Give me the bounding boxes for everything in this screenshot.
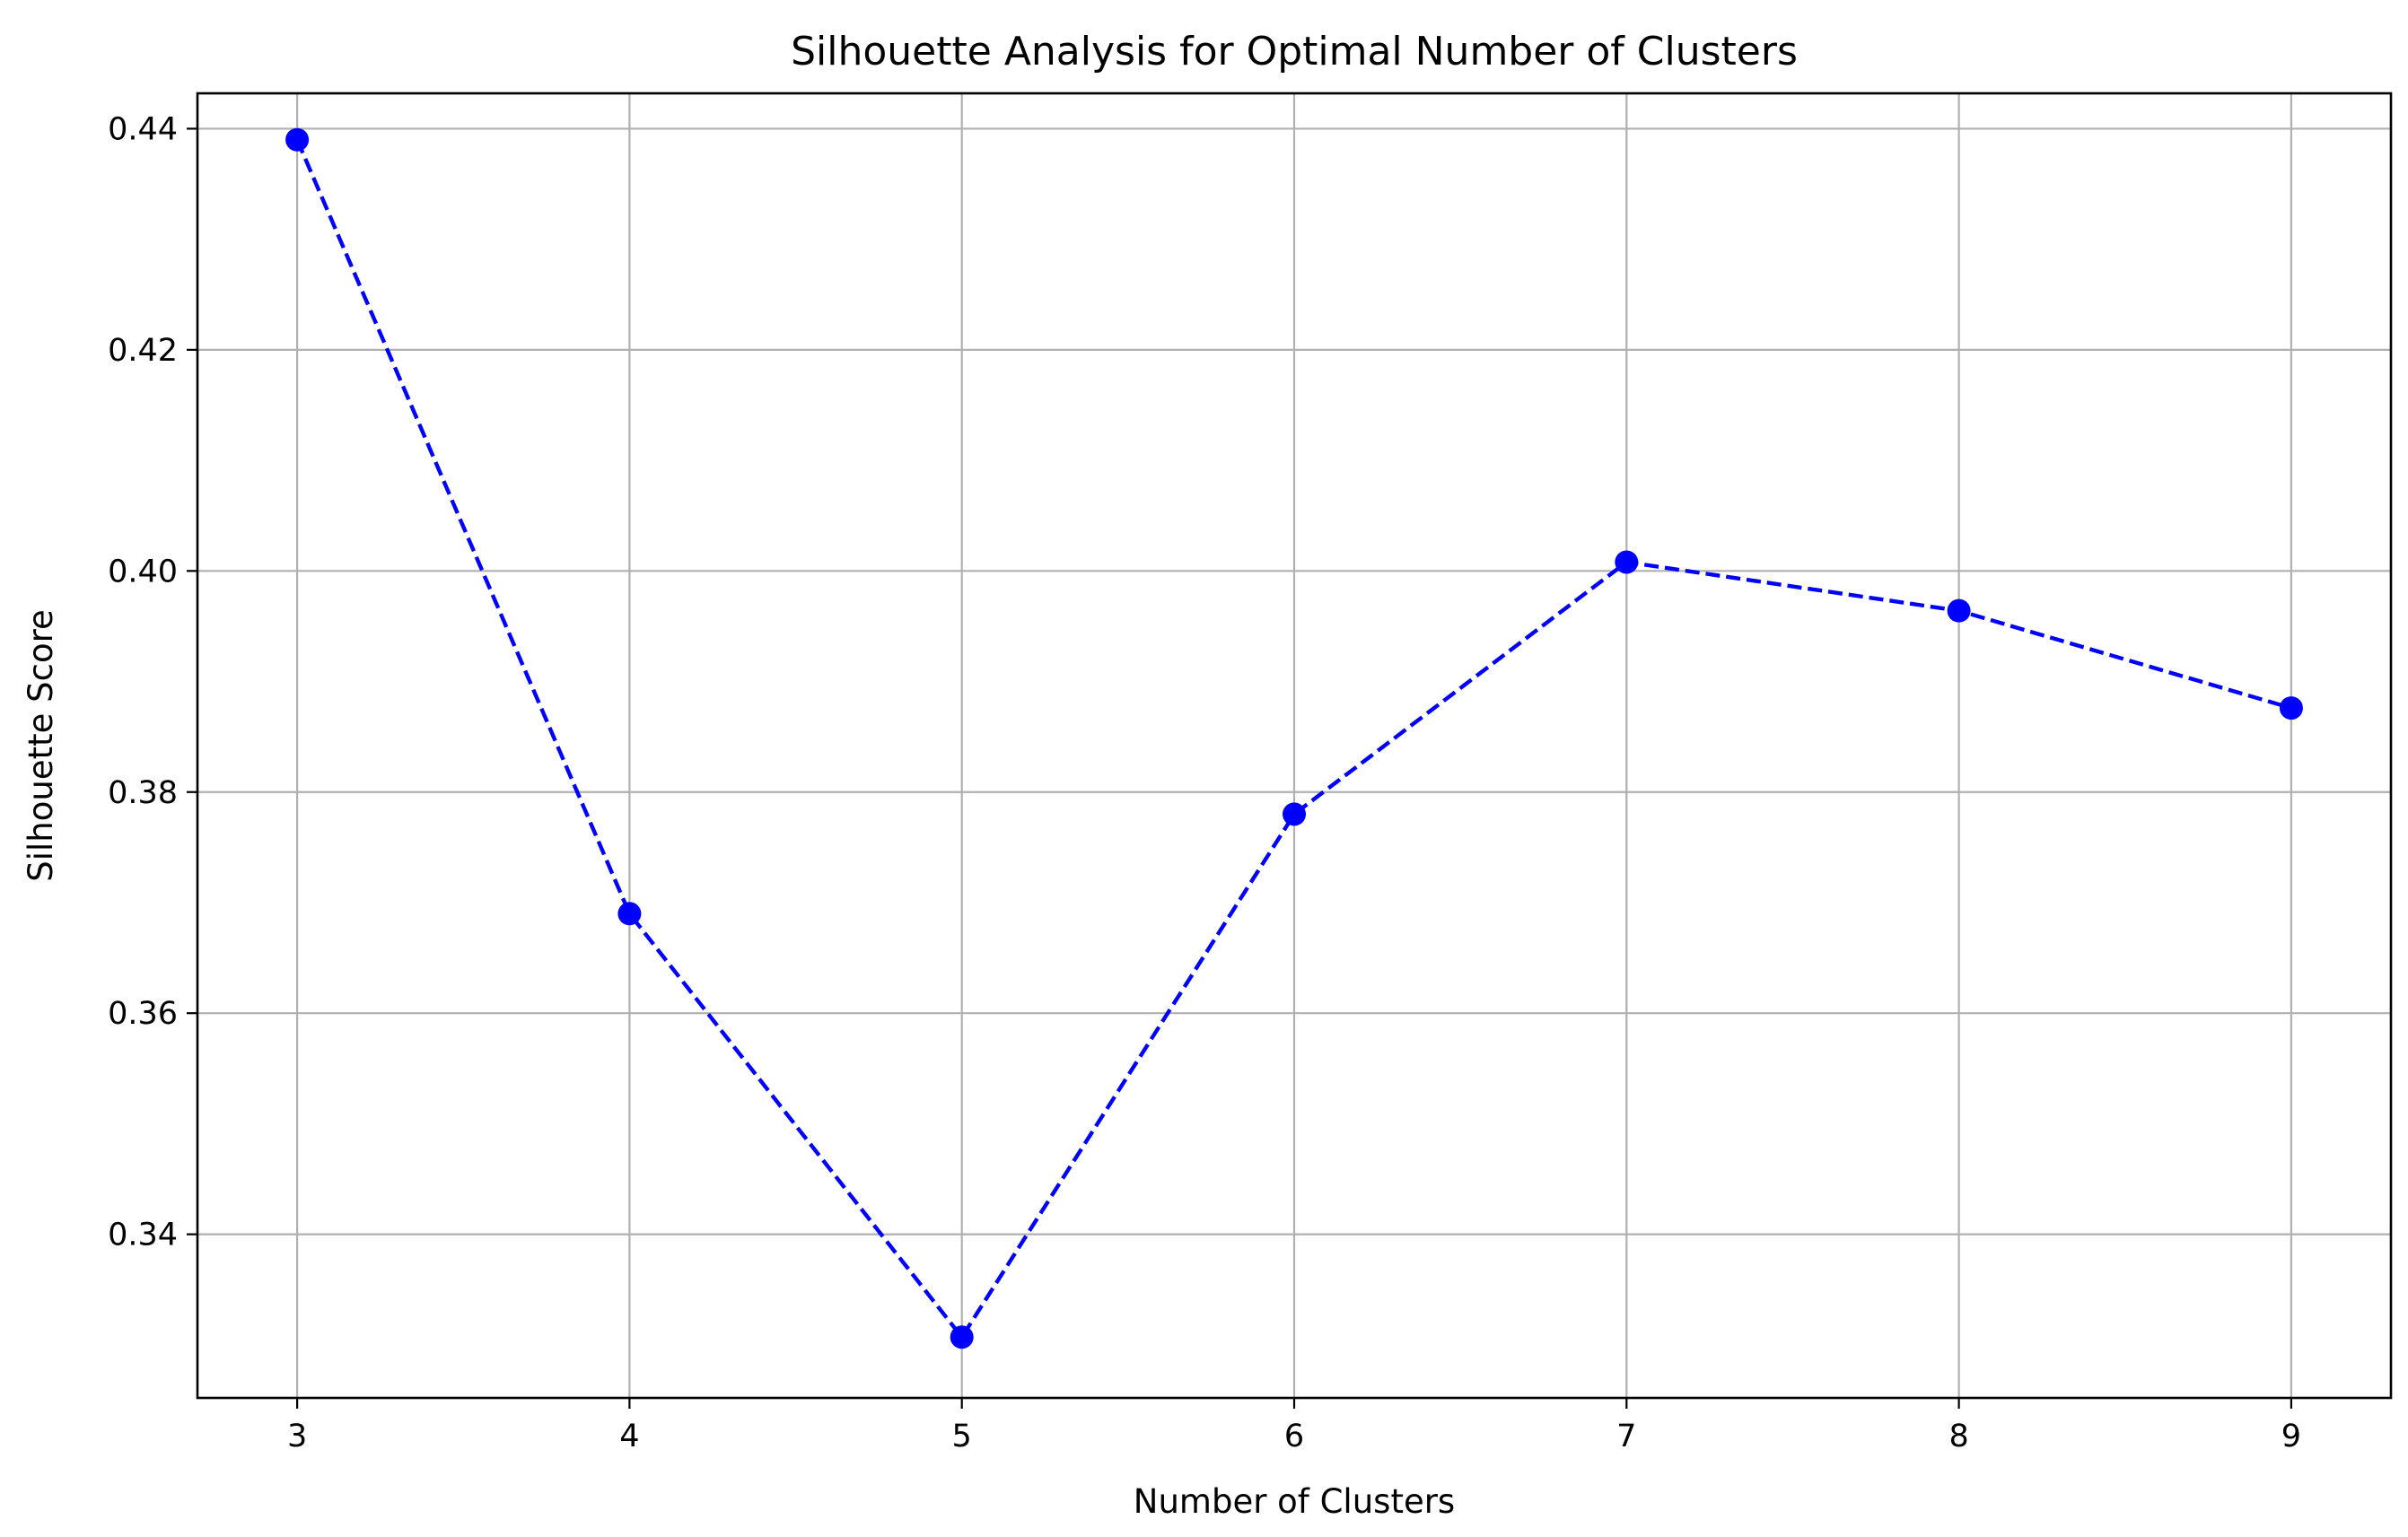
data-point-marker xyxy=(1947,598,1971,623)
data-point-marker xyxy=(1615,550,1639,574)
x-tick-label: 6 xyxy=(1284,1419,1304,1454)
x-tick-label: 3 xyxy=(287,1419,307,1454)
tick-layer: 3 4 5 6 7 8 9 0.34 0.36 0.38 0.40 0.42 0.44 xyxy=(108,111,2301,1454)
series-layer xyxy=(285,127,2303,1349)
x-tick-label: 5 xyxy=(952,1419,972,1454)
x-tick-label: 8 xyxy=(1948,1419,1968,1454)
y-tick-label: 0.36 xyxy=(108,996,178,1032)
x-axis-title: Number of Clusters xyxy=(1134,1482,1455,1521)
data-point-marker xyxy=(950,1325,974,1349)
x-tick-label: 7 xyxy=(1616,1419,1636,1454)
y-tick-label: 0.40 xyxy=(108,554,178,589)
y-tick-label: 0.44 xyxy=(108,111,178,147)
data-point-marker xyxy=(1283,802,1306,826)
y-tick-label: 0.34 xyxy=(108,1218,178,1253)
y-tick-label: 0.42 xyxy=(108,333,178,369)
grid-lines xyxy=(197,93,2391,1398)
y-axis-title: Silhouette Score xyxy=(22,609,60,882)
data-point-marker xyxy=(2279,696,2303,720)
x-tick-label: 9 xyxy=(2281,1419,2301,1454)
data-point-marker xyxy=(285,127,310,152)
chart-title: Silhouette Analysis for Optimal Number o… xyxy=(791,29,1798,74)
x-tick-label: 4 xyxy=(619,1419,639,1454)
data-point-marker xyxy=(617,902,642,926)
y-tick-label: 0.38 xyxy=(108,775,178,811)
